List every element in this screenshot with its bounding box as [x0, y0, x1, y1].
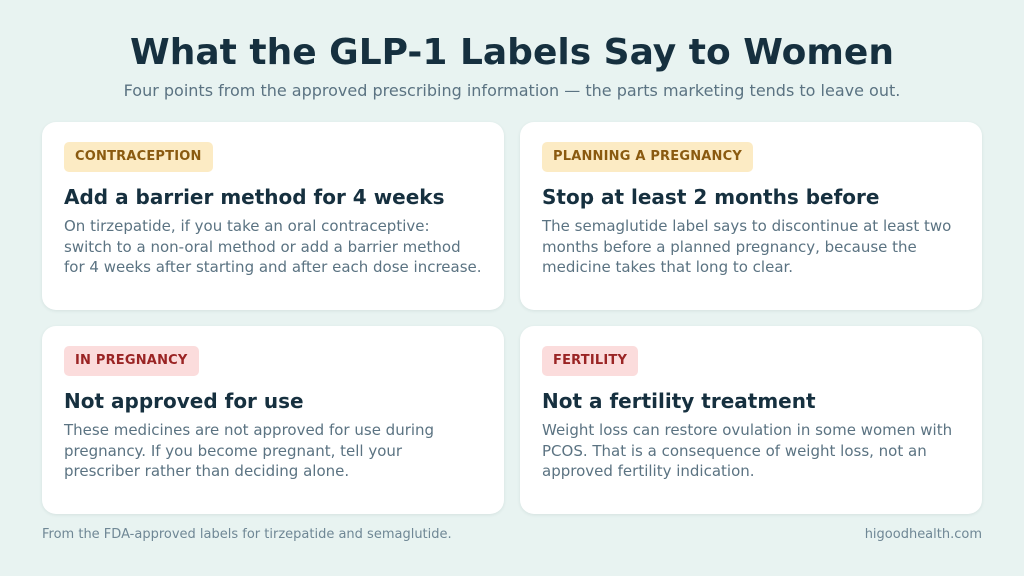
fertility-body: Weight loss can restore ovulation in som… — [542, 421, 953, 480]
page-subtitle: Four points from the approved prescribin… — [123, 81, 901, 100]
in-pregnancy-tag: IN PREGNANCY — [64, 346, 199, 376]
in-pregnancy-body: These medicines are not approved for use… — [64, 421, 435, 480]
in-pregnancy-heading: Not approved for use — [64, 389, 304, 413]
planning-pregnancy-tag: PLANNING A PREGNANCY — [542, 142, 753, 172]
planning-pregnancy-card: PLANNING A PREGNANCY Stop at least 2 mon… — [520, 122, 982, 310]
fertility-tag: FERTILITY — [542, 346, 639, 376]
planning-pregnancy-heading: Stop at least 2 months before — [542, 185, 880, 209]
site-credit: higoodhealth.com — [864, 527, 982, 542]
fertility-heading: Not a fertility treatment — [542, 389, 816, 413]
page-title: What the GLP-1 Labels Say to Women — [130, 32, 894, 73]
contraception-tag: CONTRACEPTION — [64, 142, 213, 172]
in-pregnancy-card: IN PREGNANCY Not approved for use These … — [42, 326, 504, 514]
contraception-card: CONTRACEPTION Add a barrier method for 4… — [42, 122, 504, 310]
contraception-body: On tirzepatide, if you take an oral cont… — [64, 217, 482, 276]
fertility-card: FERTILITY Not a fertility treatment Weig… — [520, 326, 982, 514]
contraception-heading: Add a barrier method for 4 weeks — [64, 185, 445, 209]
source-note: From the FDA-approved labels for tirzepa… — [42, 527, 452, 542]
planning-pregnancy-body: The semaglutide label says to discontinu… — [542, 217, 952, 276]
